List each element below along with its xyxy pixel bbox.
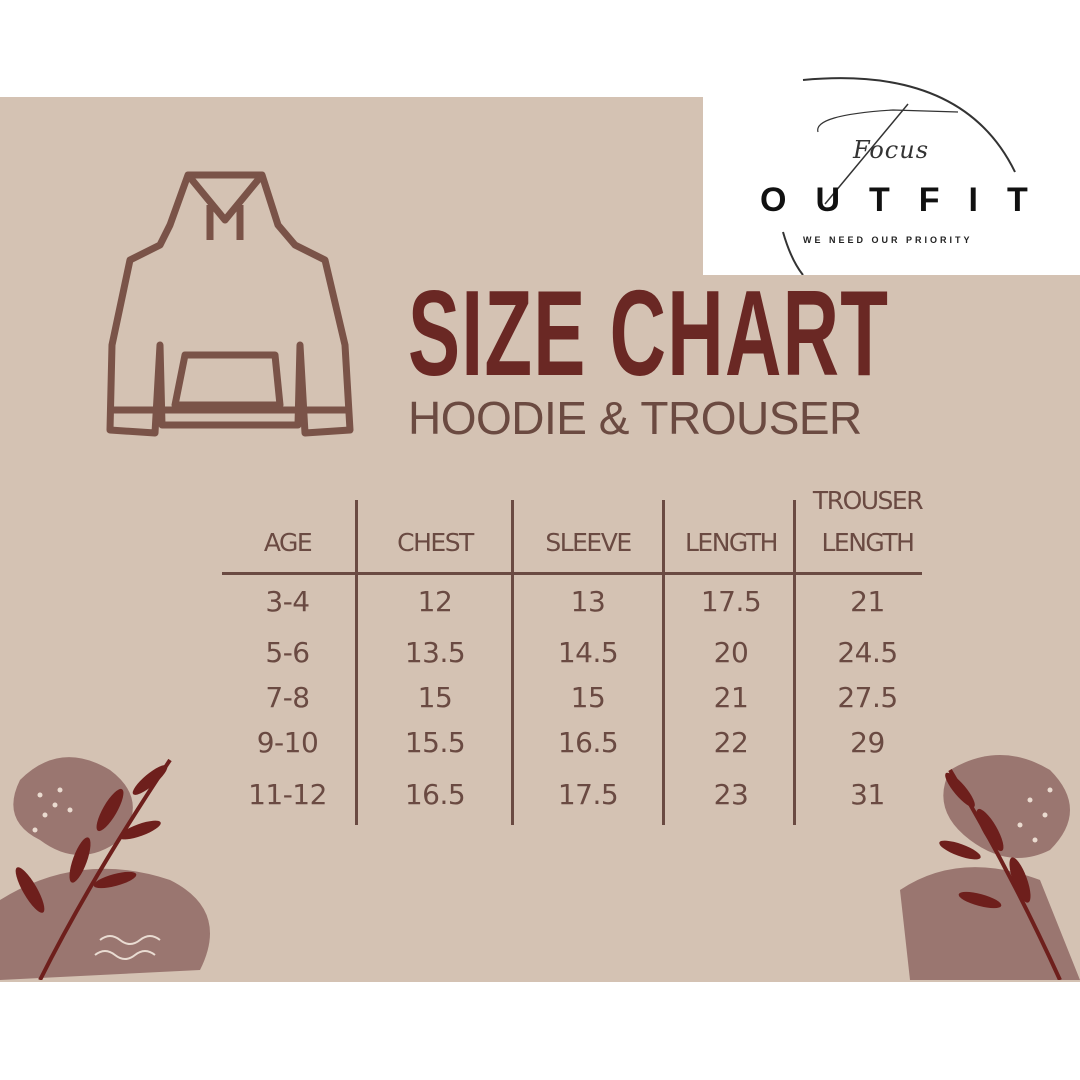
- table-cell: 17.5: [557, 778, 619, 811]
- header-divider: [222, 572, 922, 575]
- page-subtitle: HOODIE & TROUSER: [408, 392, 862, 444]
- column-divider: [793, 500, 796, 825]
- table-cell: 29: [850, 726, 885, 759]
- header-sleeve: SLEEVE: [545, 528, 632, 557]
- table-cell: 15: [570, 681, 606, 714]
- header-age: AGE: [263, 528, 313, 557]
- table-cell: 13.5: [404, 636, 466, 669]
- table-cell: 15.5: [404, 726, 466, 759]
- table-cell: 15: [417, 681, 453, 714]
- brand-logo: Focus OUTFIT WE NEED OUR PRIORITY: [703, 70, 1080, 275]
- table-cell: 20: [713, 636, 749, 669]
- table-cell: 16.5: [557, 726, 619, 759]
- table-cell: 11-12: [248, 778, 327, 811]
- table-cell: 12: [417, 585, 453, 618]
- table-cell: 27.5: [837, 681, 898, 714]
- table-cell: 7-8: [265, 681, 310, 714]
- hoodie-icon: [106, 171, 354, 437]
- table-cell: 22: [713, 726, 749, 759]
- logo-icon: [782, 77, 1016, 275]
- page-title: SIZE CHART: [408, 265, 890, 401]
- header-chest: CHEST: [397, 528, 474, 557]
- logo-background: [703, 97, 1080, 275]
- table-cell: 17.5: [700, 585, 762, 618]
- logo-tagline: WE NEED OUR PRIORITY: [803, 235, 973, 245]
- header-trouser-length: LENGTH: [821, 528, 915, 557]
- table-cell: 3-4: [265, 585, 310, 618]
- leaf-branch-icon: [900, 755, 1080, 980]
- header-length: LENGTH: [685, 528, 778, 557]
- logo-name: OUTFIT: [760, 181, 1057, 219]
- table-cell: 23: [713, 778, 749, 811]
- column-divider: [355, 500, 358, 825]
- logo-script: Focus: [853, 136, 930, 164]
- table-cell: 9-10: [256, 726, 319, 759]
- header-trouser: TROUSER: [812, 486, 924, 515]
- table-cell: 16.5: [404, 778, 466, 811]
- table-cell: 21: [850, 585, 885, 618]
- table-cell: 14.5: [557, 636, 619, 669]
- column-divider: [511, 500, 514, 825]
- table-cell: 5-6: [265, 636, 310, 669]
- table-cell: 13: [570, 585, 606, 618]
- leaf-branch-icon: [0, 757, 210, 980]
- table-cell: 31: [850, 778, 885, 811]
- column-divider: [662, 500, 665, 825]
- table-cell: 21: [713, 681, 749, 714]
- table-cell: 24.5: [837, 636, 898, 669]
